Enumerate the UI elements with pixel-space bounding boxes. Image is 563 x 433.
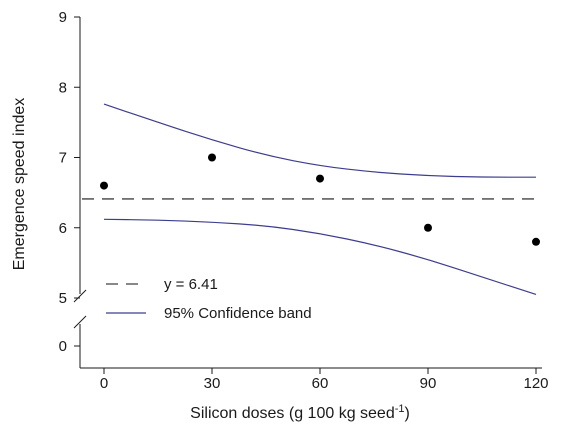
confidence-band-lower [103,218,537,296]
legend: y = 6.41 95% Confidence band [106,276,312,322]
data-point [532,237,540,246]
legend-label: y = 6.41 [164,276,218,293]
x-tick-label: 0 [100,375,108,392]
x-axis-title-suffix: ) [405,405,410,422]
y-tick-label: 7 [59,150,67,167]
y-tick-label: 9 [59,9,67,26]
data-point [208,153,216,162]
x-axis-title: Silicon doses (g 100 kg seed-1) [190,403,410,422]
y-axis-break-mark [73,315,87,329]
y-tick-label: 0 [59,338,67,355]
data-point [316,174,324,183]
legend-label: 95% Confidence band [164,305,312,322]
y-tick-label: 5 [59,290,67,307]
x-tick-label: 30 [204,375,221,392]
y-axis-title: Emergence speed index [11,98,28,271]
x-tick-label: 60 [312,375,329,392]
y-axis-break-mark [73,289,87,303]
x-tick-label: 90 [420,375,437,392]
x-axis-title-superscript: -1 [395,403,405,415]
y-tick-label: 6 [59,220,67,237]
confidence-band-upper [103,103,536,178]
data-point [100,181,108,190]
x-tick-label: 120 [523,375,548,392]
data-point [424,223,432,232]
y-tick-label: 8 [59,79,67,96]
x-axis-title-main: Silicon doses (g 100 kg seed [190,405,395,422]
